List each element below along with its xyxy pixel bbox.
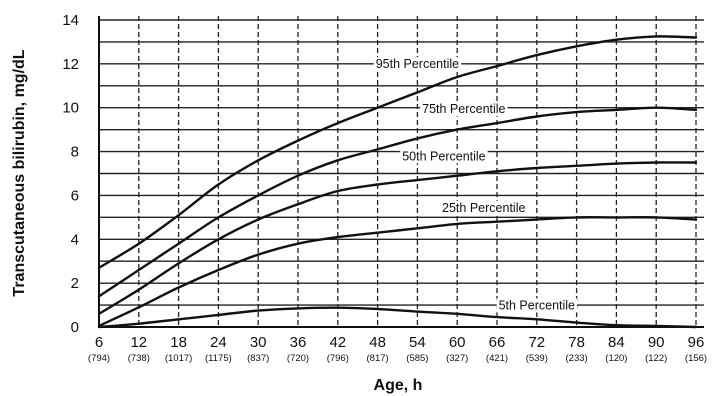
x-sample-count: (794)	[88, 353, 110, 364]
x-tick-label: 90	[648, 334, 665, 351]
x-sample-count: (539)	[526, 353, 548, 364]
x-tick-label: 36	[290, 334, 307, 351]
x-axis-sample-counts: (794) (738) (1017) (1175) (837) (720) (796) (81…	[88, 353, 707, 364]
percentile-label: 25th Percentile	[442, 201, 525, 215]
percentile-label-background	[400, 149, 488, 164]
x-sample-count: (585)	[406, 353, 428, 364]
y-tick-label: 12	[62, 56, 79, 73]
x-sample-count: (796)	[327, 353, 349, 364]
y-tick-label: 0	[71, 319, 79, 336]
percentile-label-background	[420, 102, 508, 117]
x-sample-count: (120)	[605, 353, 627, 364]
x-axis-tick-labels: 6 12 18 24 30 36 42 48 54 60 66 72 78 84 90 96	[95, 334, 705, 351]
y-axis-tick-labels: 0 2 4 6 8 10 12 14	[62, 12, 79, 336]
percentile-label: 95th Percentile	[376, 57, 459, 71]
percentile-label-background	[440, 200, 528, 215]
x-sample-count: (122)	[645, 353, 667, 364]
percentile-label: 75th Percentile	[422, 102, 505, 116]
x-tick-label: 6	[95, 334, 103, 351]
x-tick-label: 66	[489, 334, 506, 351]
percentile-curve-1	[97, 106, 698, 298]
x-tick-label: 48	[369, 334, 386, 351]
percentile-label: 5th Percentile	[499, 298, 575, 312]
y-tick-label: 8	[71, 144, 79, 161]
x-tick-label: 54	[409, 334, 426, 351]
x-tick-label: 96	[688, 334, 705, 351]
percentile-labels: 95th Percentile 75th Percentile 50th Perce…	[373, 57, 578, 313]
x-tick-label: 12	[130, 334, 147, 351]
x-sample-count: (1175)	[205, 353, 232, 364]
percentile-curves	[97, 35, 698, 329]
axes	[98, 16, 704, 328]
percentile-curve-0	[97, 35, 698, 269]
x-sample-count: (738)	[128, 353, 150, 364]
x-tick-label: 42	[329, 334, 346, 351]
y-tick-label: 4	[71, 231, 79, 248]
x-tick-label: 84	[608, 334, 625, 351]
y-tick-label: 14	[62, 12, 79, 29]
x-tick-label: 18	[170, 334, 187, 351]
y-tick-label: 10	[62, 100, 79, 117]
y-tick-label: 2	[71, 275, 79, 292]
x-axis-title: Age, h	[374, 377, 423, 394]
y-tick-label: 6	[71, 187, 79, 204]
x-sample-count: (837)	[247, 353, 269, 364]
percentile-label-background	[496, 298, 578, 313]
percentile-label-background	[373, 57, 462, 72]
x-sample-count: (156)	[685, 353, 707, 364]
percentile-label: 50th Percentile	[402, 149, 485, 163]
percentile-curve-3	[97, 216, 698, 328]
x-sample-count: (817)	[367, 353, 389, 364]
x-sample-count: (233)	[566, 353, 588, 364]
x-sample-count: (327)	[446, 353, 468, 364]
x-tick-label: 60	[449, 334, 466, 351]
percentile-curve-2	[97, 161, 698, 315]
x-tick-label: 72	[528, 334, 545, 351]
x-sample-count: (421)	[486, 353, 508, 364]
x-sample-count: (720)	[287, 353, 309, 364]
y-axis-title: Transcutaneous bilirubin, mg/dL	[11, 49, 28, 296]
x-tick-label: 78	[568, 334, 585, 351]
x-tick-label: 24	[210, 334, 227, 351]
percentile-curve-4	[97, 306, 698, 329]
x-sample-count: (1017)	[165, 353, 192, 364]
x-tick-label: 30	[250, 334, 267, 351]
